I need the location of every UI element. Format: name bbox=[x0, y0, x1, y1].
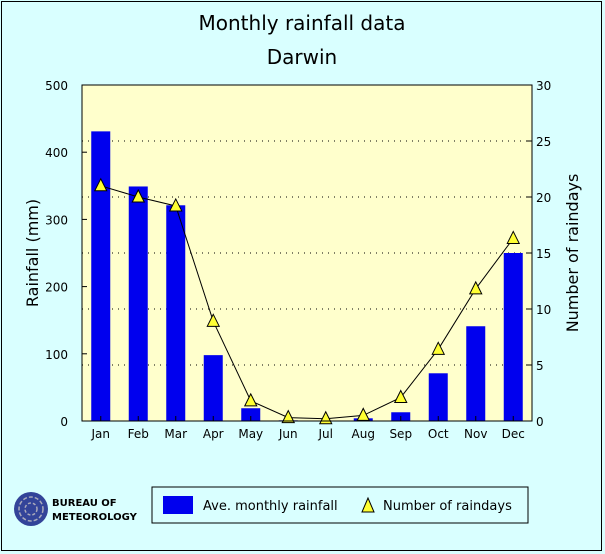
bar bbox=[166, 205, 186, 421]
x-tick-label: Jan bbox=[91, 427, 111, 441]
legend-box bbox=[151, 486, 529, 524]
logo-line2: Meteorology bbox=[52, 512, 138, 523]
y-tick-label: 300 bbox=[45, 213, 68, 227]
x-tick-label: Jul bbox=[318, 427, 333, 441]
raindays-marker bbox=[206, 313, 221, 327]
bar bbox=[241, 408, 261, 421]
raindays-marker bbox=[356, 407, 371, 421]
y2-tick-label: 30 bbox=[536, 79, 551, 93]
y-tick-label: 500 bbox=[45, 79, 68, 93]
bar bbox=[428, 373, 448, 421]
chart-title: Monthly rainfall data bbox=[199, 11, 406, 35]
x-tick-label: Sep bbox=[389, 427, 412, 441]
y-tick-label: 0 bbox=[60, 415, 68, 429]
legend-bar-swatch bbox=[163, 496, 193, 514]
chart-subtitle: Darwin bbox=[267, 45, 337, 69]
y2-tick-label: 0 bbox=[536, 415, 544, 429]
y2-tick-label: 20 bbox=[536, 191, 551, 205]
x-tick-label: Jun bbox=[278, 427, 298, 441]
x-tick-label: Oct bbox=[428, 427, 449, 441]
logo-line1: Bureau of bbox=[52, 498, 117, 509]
bar bbox=[503, 253, 523, 421]
raindays-marker bbox=[506, 230, 521, 244]
raindays-marker bbox=[93, 177, 108, 192]
raindays-marker bbox=[393, 389, 408, 403]
x-tick-label: Feb bbox=[128, 427, 149, 441]
legend-triangle-marker bbox=[361, 496, 375, 513]
plot-area bbox=[82, 85, 532, 421]
y2-tick-label: 5 bbox=[536, 359, 544, 373]
raindays-marker bbox=[468, 280, 483, 295]
raindays-marker bbox=[431, 341, 446, 355]
raindays-marker bbox=[281, 409, 296, 424]
x-tick-label: Apr bbox=[203, 427, 224, 441]
y2-axis-label: Number of raindays bbox=[563, 174, 582, 333]
x-tick-label: Nov bbox=[464, 427, 487, 441]
x-tick-label: Dec bbox=[502, 427, 525, 441]
bar bbox=[466, 326, 486, 421]
legend: Ave. monthly rainfall Number of raindays bbox=[151, 486, 529, 524]
raindays-marker bbox=[243, 392, 258, 407]
x-tick-label: Mar bbox=[164, 427, 187, 441]
raindays-marker bbox=[131, 188, 146, 203]
bar bbox=[203, 355, 223, 421]
bar bbox=[128, 186, 148, 421]
bar bbox=[91, 131, 111, 422]
y2-tick-label: 25 bbox=[536, 135, 551, 149]
y-axis-label: Rainfall (mm) bbox=[23, 199, 42, 307]
y-tick-label: 100 bbox=[45, 348, 68, 362]
y2-tick-label: 10 bbox=[536, 303, 551, 317]
y-tick-label: 400 bbox=[45, 146, 68, 160]
legend-bar-label: Ave. monthly rainfall bbox=[203, 499, 338, 514]
raindays-line bbox=[100, 185, 514, 420]
x-tick-label: Aug bbox=[352, 427, 375, 441]
raindays-marker bbox=[168, 197, 183, 212]
x-tick-label: May bbox=[238, 427, 263, 441]
y-tick-label: 200 bbox=[45, 281, 68, 295]
y2-tick-label: 15 bbox=[536, 247, 551, 261]
legend-line-label: Number of raindays bbox=[383, 499, 512, 514]
bom-logo: Bureau of Meteorology bbox=[14, 492, 138, 526]
